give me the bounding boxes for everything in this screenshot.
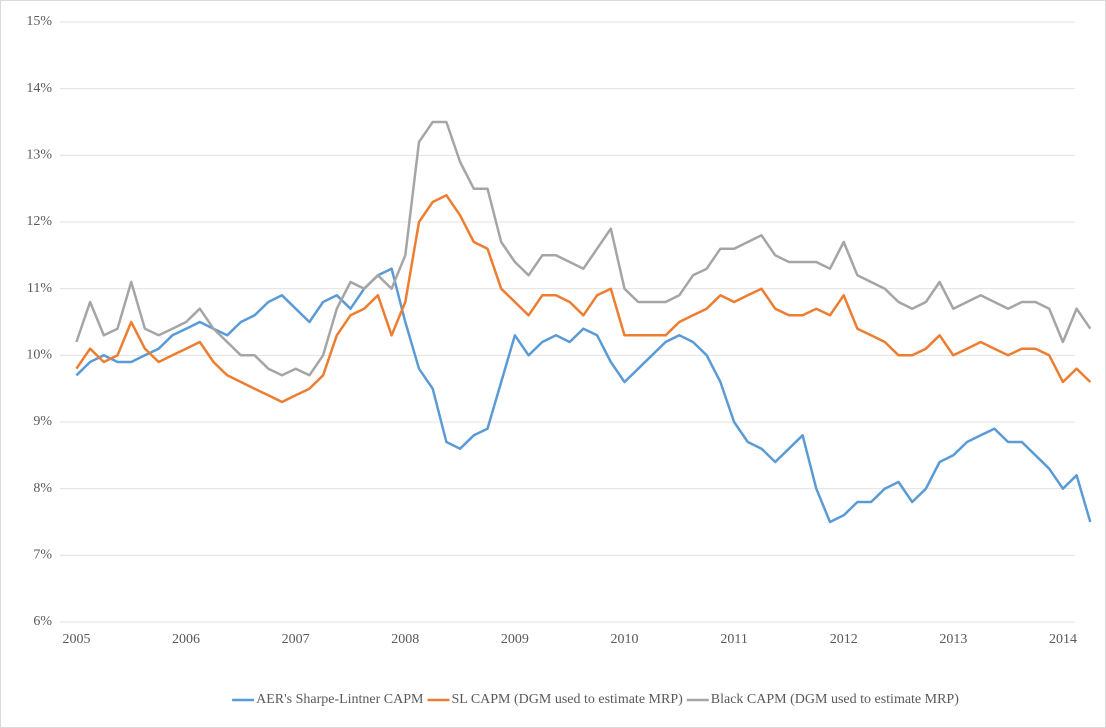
legend-label: SL CAPM (DGM used to estimate MRP) [452,692,684,707]
x-tick-label: 2009 [501,632,529,647]
y-tick-label: 6% [33,614,52,629]
legend-label: Black CAPM (DGM used to estimate MRP) [711,692,959,707]
y-tick-label: 15% [26,14,52,29]
x-tick-label: 2013 [939,632,967,647]
legend-label: AER's Sharpe-Lintner CAPM [256,692,424,707]
series-line [75,194,1092,404]
y-tick-label: 13% [26,148,52,163]
legend: AER's Sharpe-Lintner CAPM SL CAPM (DGM us… [232,692,959,707]
series-line [75,267,1092,524]
y-tick-label: 12% [26,214,52,229]
x-tick-label: 2008 [391,632,419,647]
x-tick-label: 2010 [610,632,638,647]
y-tick-label: 7% [33,548,52,563]
y-tick-label: 11% [27,281,52,296]
series-line [75,120,1092,377]
y-tick-label: 10% [26,348,52,363]
x-tick-label: 2007 [282,632,310,647]
y-tick-label: 14% [26,81,52,96]
y-tick-label: 8% [33,481,52,496]
x-tick-label: 2012 [830,632,858,647]
x-tick-label: 2005 [62,632,90,647]
x-tick-label: 2006 [172,632,200,647]
x-tick-label: 2011 [720,632,747,647]
x-tick-label: 2014 [1049,632,1077,647]
y-tick-label: 9% [33,414,52,429]
